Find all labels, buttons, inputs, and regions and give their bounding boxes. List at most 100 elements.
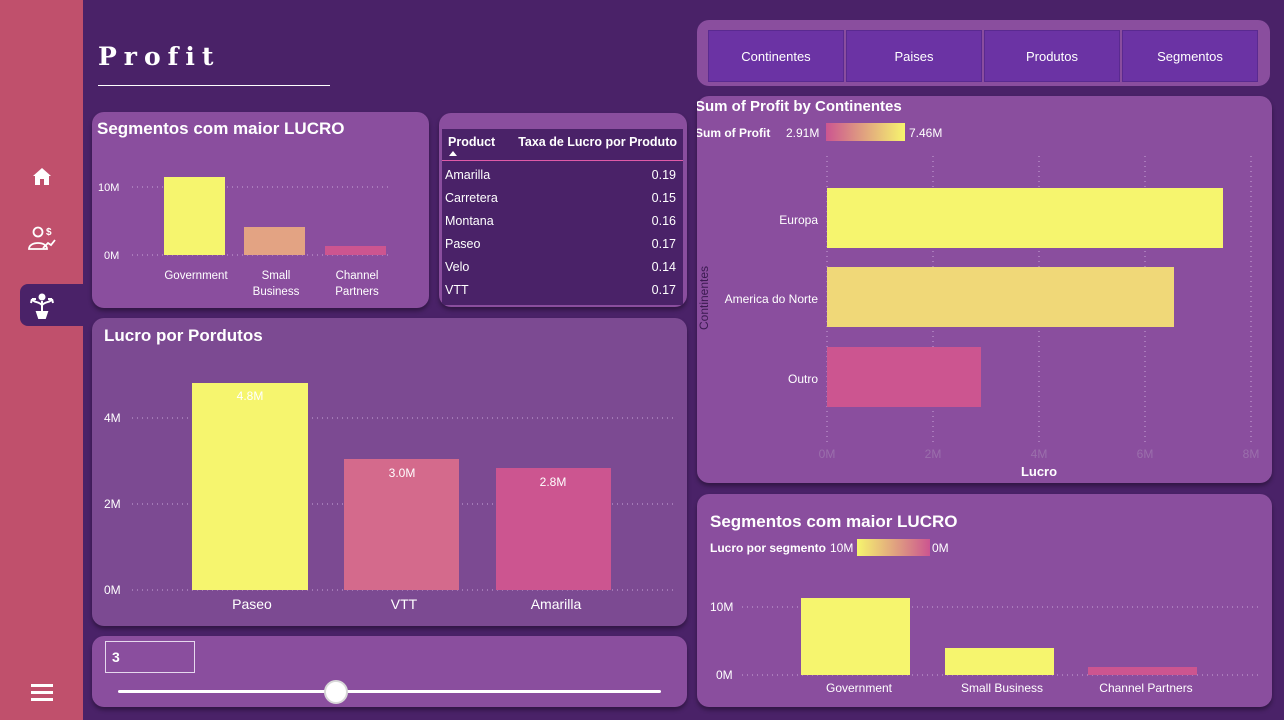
x-tick-label: 0M — [819, 447, 836, 461]
cell-product: Montana — [445, 214, 494, 228]
x-tick-label: Government — [826, 681, 893, 695]
x-tick-label: 2M — [925, 447, 942, 461]
home-icon[interactable] — [20, 155, 64, 199]
x-tick-label: Small Business — [961, 681, 1043, 695]
slider-card: 3 — [92, 636, 687, 707]
produtos-button[interactable]: Produtos — [984, 30, 1120, 82]
y-tick-label: 0M — [104, 583, 121, 597]
products-bar-chart: 4M 2M 0M 4.8M 3.0M 2.8M Paseo VTT Amaril… — [104, 383, 677, 612]
bar-amarilla[interactable] — [496, 468, 611, 590]
bar-america-do-norte[interactable] — [827, 267, 1174, 327]
bar-small-business[interactable] — [244, 227, 305, 255]
y-tick-label: 4M — [104, 411, 121, 425]
cell-value: 0.17 — [651, 283, 676, 297]
slider-value-input[interactable]: 3 — [105, 641, 195, 673]
column-header-product[interactable]: Product — [448, 135, 496, 149]
y-tick-label: 0M — [104, 250, 119, 262]
x-tick-label: 4M — [1031, 447, 1048, 461]
x-tick-label: Paseo — [232, 596, 272, 612]
sidebar-item-active[interactable] — [20, 284, 83, 326]
bar-government[interactable] — [164, 177, 225, 255]
column-header-taxa[interactable]: Taxa de Lucro por Produto — [518, 135, 677, 149]
header-divider — [442, 160, 683, 161]
bar-outro[interactable] — [827, 347, 981, 407]
y-tick-label: 10M — [98, 182, 119, 194]
y-axis-label: Continentes — [697, 266, 711, 330]
legend-left: 10M — [830, 541, 853, 555]
x-tick-label: VTT — [391, 596, 418, 612]
x-tick-label: 8M — [1243, 447, 1260, 461]
paises-button[interactable]: Paises — [846, 30, 982, 82]
bar-small-business[interactable] — [945, 648, 1054, 675]
segment-chart-title: Segmentos com maior LUCRO — [97, 119, 345, 138]
cell-product: Velo — [445, 260, 470, 274]
segment-chart-2-title: Segmentos com maior LUCRO — [710, 512, 958, 531]
segment-bar-chart: 10M 0M Government Small Business Channel… — [98, 177, 392, 298]
data-label: 2.8M — [540, 475, 567, 489]
bar-channel-partners[interactable] — [325, 246, 386, 255]
legend-label: Lucro por segmento — [710, 541, 826, 555]
legend-gradient — [857, 539, 930, 556]
bar-vtt[interactable] — [344, 459, 459, 590]
data-label: 4.8M — [237, 389, 264, 403]
data-label: 3.0M — [389, 466, 416, 480]
x-tick-label: Government — [164, 270, 228, 282]
x-tick-label: Channel Partners — [1099, 681, 1192, 695]
page-title: Profit — [98, 42, 221, 71]
cell-value: 0.15 — [651, 191, 676, 205]
bar-channel-partners[interactable] — [1088, 667, 1197, 675]
segmentos-button[interactable]: Segmentos — [1122, 30, 1258, 82]
x-tick-label: Amarilla — [531, 596, 582, 612]
x-tick-label: Channel — [336, 270, 379, 282]
cell-product: VTT — [445, 283, 469, 297]
bar-government[interactable] — [801, 598, 910, 675]
cell-product: Paseo — [445, 237, 481, 251]
hamburger-menu-icon[interactable] — [20, 671, 64, 715]
y-tick-label: 10M — [710, 600, 733, 614]
product-table: Product Taxa de Lucro por Produto Amaril… — [442, 129, 683, 305]
bar-paseo[interactable] — [192, 383, 308, 590]
segment-profit-card: Segmentos com maior LUCRO 10M 0M Governm… — [92, 112, 429, 308]
cell-value: 0.14 — [651, 260, 676, 274]
cell-product: Carretera — [445, 191, 498, 205]
products-chart-title: Lucro por Pordutos — [104, 326, 263, 345]
cell-product: Amarilla — [445, 168, 491, 182]
svg-text:$: $ — [46, 227, 52, 238]
sidebar-notch — [20, 276, 83, 284]
continentes-button[interactable]: Continentes — [708, 30, 844, 82]
sidebar: $ — [0, 0, 83, 720]
product-table-card: Product Taxa de Lucro por Produto Amaril… — [439, 113, 687, 307]
x-tick-label: Business — [253, 286, 300, 298]
legend-gradient — [826, 123, 905, 141]
continents-chart-title: Sum of Profit by Continentes — [697, 98, 902, 115]
y-tick-label: 0M — [716, 668, 733, 682]
user-money-icon[interactable]: $ — [20, 216, 64, 260]
legend-min: 2.91M — [786, 126, 819, 140]
legend-right: 0M — [932, 541, 949, 555]
legend-max: 7.46M — [909, 126, 942, 140]
y-tick-label: Europa — [779, 213, 818, 227]
segment-bar-chart-2: Segmentos com maior LUCRO Lucro por segm… — [710, 512, 1262, 695]
sort-ascending-icon[interactable] — [449, 151, 457, 156]
y-tick-label: Outro — [788, 372, 818, 386]
x-tick-label: Partners — [335, 286, 379, 298]
slider-thumb[interactable] — [324, 680, 348, 704]
slider-track[interactable] — [118, 690, 661, 693]
x-tick-label: Small — [262, 270, 291, 282]
y-tick-label: 2M — [104, 497, 121, 511]
x-axis-label: Lucro — [1021, 464, 1057, 479]
continents-profit-card: Sum of Profit by Continentes Sum of Prof… — [697, 96, 1272, 483]
y-tick-label: America do Norte — [725, 292, 819, 306]
cell-value: 0.17 — [651, 237, 676, 251]
continents-bar-chart: Sum of Profit by Continentes Sum of Prof… — [697, 98, 1260, 479]
cell-value: 0.19 — [651, 168, 676, 182]
plant-growth-icon[interactable] — [20, 284, 64, 326]
products-profit-card: Lucro por Pordutos 4M 2M 0M 4.8M 3.0M 2.… — [92, 318, 687, 626]
segment-profit-card-2: Segmentos com maior LUCRO Lucro por segm… — [697, 494, 1272, 707]
bar-europa[interactable] — [827, 188, 1223, 248]
title-underline — [98, 85, 330, 86]
navigation-button-group: Continentes Paises Produtos Segmentos — [697, 20, 1270, 86]
legend-label: Sum of Profit — [697, 126, 770, 140]
x-tick-label: 6M — [1137, 447, 1154, 461]
cell-value: 0.16 — [651, 214, 676, 228]
